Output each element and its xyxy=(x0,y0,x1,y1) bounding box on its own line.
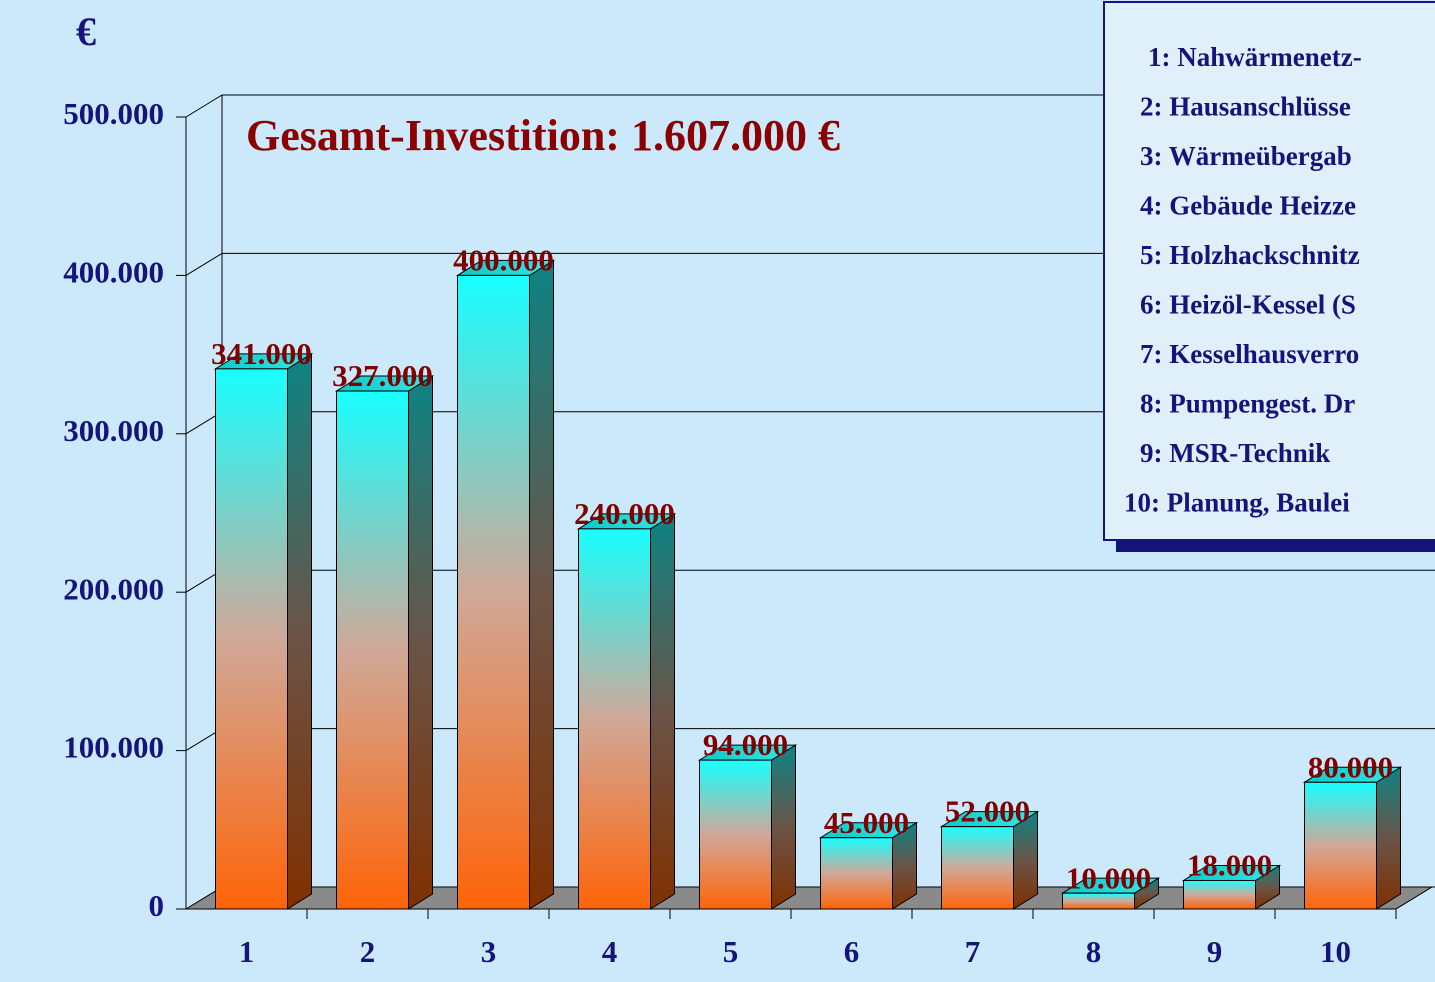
legend-entry: 2: Hausanschlüsse xyxy=(1140,92,1351,122)
bar-side xyxy=(408,375,433,910)
bar-side xyxy=(650,512,675,910)
legend-entry: 3: Wärmeübergab xyxy=(1140,141,1352,171)
x-tick-label: 9 xyxy=(1207,934,1223,969)
legend xyxy=(1103,1,1435,541)
value-label: 341.000 xyxy=(211,336,312,371)
bar xyxy=(1304,781,1377,910)
x-tick-label: 8 xyxy=(1086,934,1102,969)
value-label: 18.000 xyxy=(1187,848,1272,883)
value-label: 10.000 xyxy=(1066,860,1151,895)
legend-entry: 5: Holzhackschnitz xyxy=(1140,240,1360,270)
bar-side xyxy=(1376,766,1401,910)
legend-entry: 10: Planung, Baulei xyxy=(1124,488,1350,518)
bar xyxy=(941,826,1014,910)
x-tick-label: 4 xyxy=(602,934,618,969)
value-label: 327.000 xyxy=(332,358,433,393)
bar xyxy=(1183,879,1256,910)
bar-side xyxy=(529,259,554,910)
grid-line xyxy=(185,94,223,118)
x-tick-label: 3 xyxy=(481,934,497,969)
bar-side xyxy=(771,744,796,910)
legend-entry: 1: Nahwärmenetz- xyxy=(1148,42,1362,72)
y-tick-label: 500.000 xyxy=(63,96,164,131)
bar-side xyxy=(287,352,312,910)
y-tick-label: 0 xyxy=(149,888,165,923)
value-label: 52.000 xyxy=(945,794,1030,829)
bar xyxy=(215,368,288,910)
grid-line xyxy=(185,252,223,276)
legend-entry: 6: Heizöl-Kessel (S xyxy=(1140,290,1356,320)
legend-entry: 8: Pumpengest. Dr xyxy=(1140,389,1355,419)
x-tick-label: 5 xyxy=(723,934,739,969)
legend-entry: 4: Gebäude Heizze xyxy=(1140,191,1356,221)
bar xyxy=(699,759,772,910)
value-label: 400.000 xyxy=(453,243,554,278)
value-label: 45.000 xyxy=(824,805,909,840)
value-label: 80.000 xyxy=(1308,749,1393,784)
y-tick-label: 300.000 xyxy=(63,413,164,448)
value-label: 240.000 xyxy=(574,496,675,531)
legend-entry: 7: Kesselhausverro xyxy=(1140,339,1359,369)
bar xyxy=(1062,892,1135,910)
bar xyxy=(336,390,409,910)
bar xyxy=(578,528,651,910)
legend-entry: 9: MSR-Technik xyxy=(1140,438,1330,468)
y-tick-label: 200.000 xyxy=(63,571,164,606)
x-tick-label: 1 xyxy=(239,934,255,969)
bar xyxy=(457,274,530,910)
x-tick-label: 7 xyxy=(965,934,981,969)
x-tick-label: 6 xyxy=(844,934,860,969)
y-axis-label: € xyxy=(76,9,96,54)
y-tick-label: 400.000 xyxy=(63,255,164,290)
annotation: Gesamt-Investition: 1.607.000 € xyxy=(246,111,840,160)
x-tick-label: 2 xyxy=(360,934,376,969)
y-tick-label: 100.000 xyxy=(63,730,164,765)
value-label: 94.000 xyxy=(703,727,788,762)
bar xyxy=(820,837,893,910)
x-tick-label: 10 xyxy=(1320,934,1351,969)
